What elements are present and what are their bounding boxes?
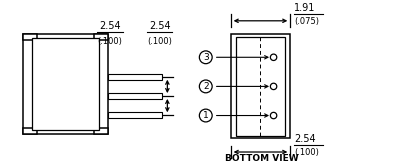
Text: 3: 3 (203, 53, 209, 62)
Text: (.075): (.075) (294, 17, 319, 26)
Text: (.100): (.100) (294, 148, 319, 157)
Circle shape (199, 51, 212, 64)
Circle shape (199, 109, 212, 122)
Bar (94, 128, 108, 134)
Circle shape (199, 80, 212, 93)
Bar (108, 112, 162, 118)
Bar (236, 37, 285, 136)
Bar (94, 34, 108, 40)
Circle shape (270, 83, 277, 90)
Text: (.100): (.100) (97, 37, 122, 46)
Bar (23, 34, 108, 134)
Text: 2.54: 2.54 (294, 134, 316, 144)
Bar (108, 74, 162, 80)
Bar (231, 34, 290, 138)
Bar (32, 38, 99, 130)
Text: 1: 1 (203, 111, 209, 120)
Circle shape (270, 112, 277, 119)
Text: 2.54: 2.54 (99, 21, 120, 31)
Circle shape (270, 54, 277, 60)
Bar (23, 34, 37, 40)
Bar (23, 128, 37, 134)
Text: BOTTOM VIEW: BOTTOM VIEW (225, 154, 298, 163)
Text: 1.91: 1.91 (294, 3, 316, 13)
Bar (108, 93, 162, 99)
Text: (.100): (.100) (147, 37, 172, 46)
Text: 2: 2 (203, 82, 208, 91)
Text: 2.54: 2.54 (149, 21, 170, 31)
